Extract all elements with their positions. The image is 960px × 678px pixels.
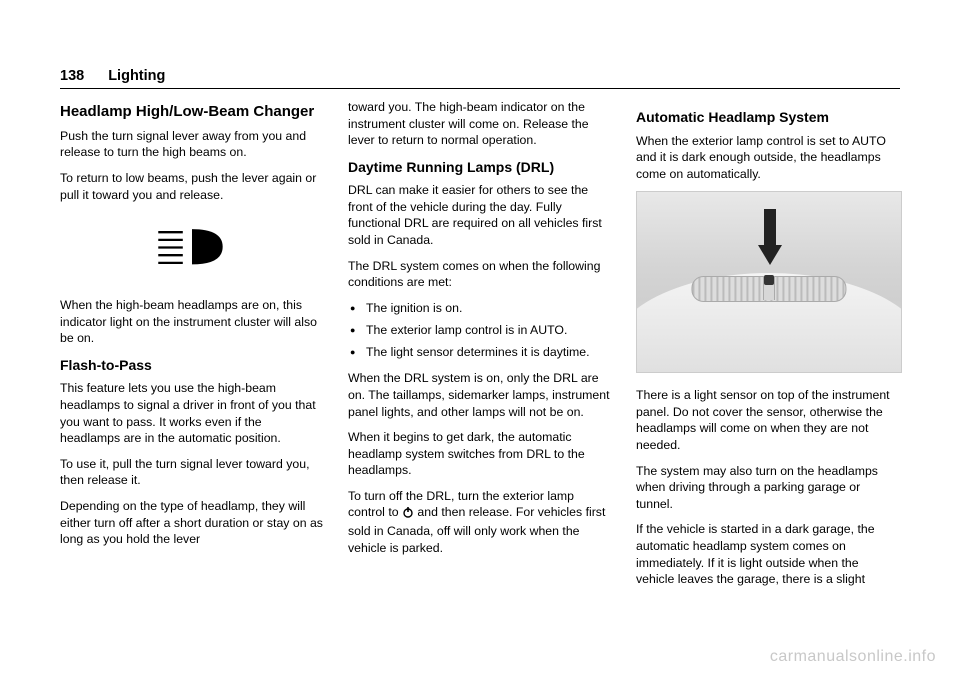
list-item: The exterior lamp control is in AUTO. <box>362 322 612 340</box>
paragraph: Push the turn signal lever away from you… <box>60 128 324 161</box>
power-off-icon <box>402 506 414 523</box>
list-item: The light sensor determines it is daytim… <box>362 344 612 362</box>
paragraph: To return to low beams, push the lever a… <box>60 170 324 203</box>
paragraph: The system may also turn on the headlamp… <box>636 463 900 513</box>
paragraph: When the DRL system is on, only the DRL … <box>348 370 612 420</box>
light-sensor-dot <box>764 275 774 285</box>
paragraph: If the vehicle is started in a dark gara… <box>636 521 900 587</box>
high-beam-icon <box>152 223 232 274</box>
high-beam-indicator-figure <box>60 213 324 283</box>
page-number: 138 <box>60 68 84 84</box>
heading-high-low-beam: Headlamp High/Low-Beam Changer <box>60 103 324 122</box>
paragraph: To use it, pull the turn signal lever to… <box>60 456 324 489</box>
paragraph: To turn off the DRL, turn the exterior l… <box>348 488 612 556</box>
heading-auto-headlamp: Automatic Headlamp System <box>636 109 900 127</box>
header-rule <box>60 88 900 89</box>
paragraph: There is a light sensor on top of the in… <box>636 387 900 453</box>
column-1: Headlamp High/Low-Beam Changer Push the … <box>60 99 324 597</box>
section-title: Lighting <box>108 68 165 84</box>
paragraph: When the exterior lamp control is set to… <box>636 133 900 183</box>
page-header: 138 Lighting <box>60 68 900 84</box>
content-columns: Headlamp High/Low-Beam Changer Push the … <box>60 99 900 597</box>
paragraph: DRL can make it easier for others to see… <box>348 182 612 248</box>
paragraph: When the high-beam headlamps are on, thi… <box>60 297 324 347</box>
column-2: toward you. The high-beam indicator on t… <box>348 99 612 597</box>
list-item: The ignition is on. <box>362 300 612 318</box>
heading-drl: Daytime Running Lamps (DRL) <box>348 159 612 177</box>
column-3: Automatic Headlamp System When the exter… <box>636 99 900 597</box>
light-sensor-figure <box>636 191 902 373</box>
drl-conditions-list: The ignition is on. The exterior lamp co… <box>348 300 612 361</box>
heading-flash-to-pass: Flash-to-Pass <box>60 357 324 375</box>
paragraph: This feature lets you use the high-beam … <box>60 380 324 446</box>
paragraph: Depending on the type of headlamp, they … <box>60 498 324 548</box>
watermark: carmanualsonline.info <box>770 648 936 666</box>
paragraph: The DRL system comes on when the followi… <box>348 258 612 291</box>
paragraph: When it begins to get dark, the automati… <box>348 429 612 479</box>
paragraph: toward you. The high-beam indicator on t… <box>348 99 612 149</box>
pointer-arrow-icon <box>754 207 784 276</box>
